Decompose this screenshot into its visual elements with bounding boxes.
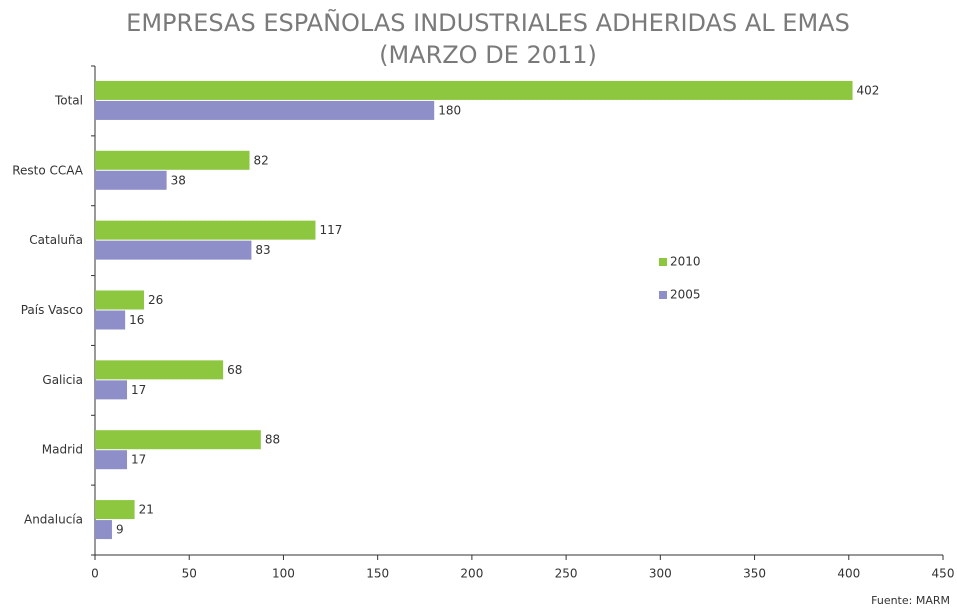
bar	[95, 290, 144, 310]
x-tick-label: 100	[272, 567, 295, 581]
data-label: 17	[131, 383, 146, 397]
bar	[95, 380, 128, 400]
bar	[95, 310, 126, 330]
y-tick-label: País Vasco	[21, 303, 83, 317]
data-label: 117	[319, 223, 342, 237]
data-label: 38	[171, 173, 186, 187]
x-tick-label: 200	[460, 567, 483, 581]
y-tick-label: Galicia	[42, 373, 83, 387]
y-tick-label: Cataluña	[29, 233, 83, 247]
data-label: 17	[131, 453, 146, 467]
x-tick-label: 150	[366, 567, 389, 581]
x-tick-label: 250	[555, 567, 578, 581]
y-tick-label: Resto CCAA	[12, 163, 84, 177]
data-label: 82	[254, 153, 269, 167]
data-label: 21	[139, 503, 154, 517]
y-tick-label: Total	[54, 93, 83, 107]
y-tick-label: Andalucía	[24, 513, 83, 527]
x-tick-label: 400	[837, 567, 860, 581]
y-tick-label: Madrid	[42, 443, 83, 457]
x-tick-label: 50	[182, 567, 197, 581]
bar	[95, 220, 316, 240]
legend-label: 2010	[670, 255, 701, 269]
x-tick-label: 300	[649, 567, 672, 581]
legend-swatch	[659, 291, 667, 299]
bar	[95, 170, 167, 190]
legend-label: 2005	[670, 288, 701, 302]
data-label: 9	[116, 523, 124, 537]
bar	[95, 430, 261, 450]
data-label: 68	[227, 363, 242, 377]
data-label: 16	[129, 313, 144, 327]
bar	[95, 100, 435, 120]
source: Fuente: MARM	[871, 594, 950, 607]
bar	[95, 360, 224, 380]
data-label: 180	[438, 103, 461, 117]
data-label: 402	[857, 83, 880, 97]
bar	[95, 80, 853, 100]
bar	[95, 150, 250, 170]
bar	[95, 500, 135, 520]
bar	[95, 520, 112, 540]
legend-swatch	[659, 258, 667, 266]
data-label: 83	[255, 243, 270, 257]
chart-title: EMPRESAS ESPAÑOLAS INDUSTRIALES ADHERIDA…	[126, 7, 850, 37]
x-tick-label: 0	[91, 567, 99, 581]
x-tick-label: 350	[743, 567, 766, 581]
bar	[95, 450, 128, 470]
data-label: 26	[148, 293, 163, 307]
chart-title: (MARZO DE 2011)	[379, 41, 597, 69]
bar	[95, 240, 252, 260]
data-label: 88	[265, 433, 280, 447]
x-tick-label: 450	[932, 567, 955, 581]
